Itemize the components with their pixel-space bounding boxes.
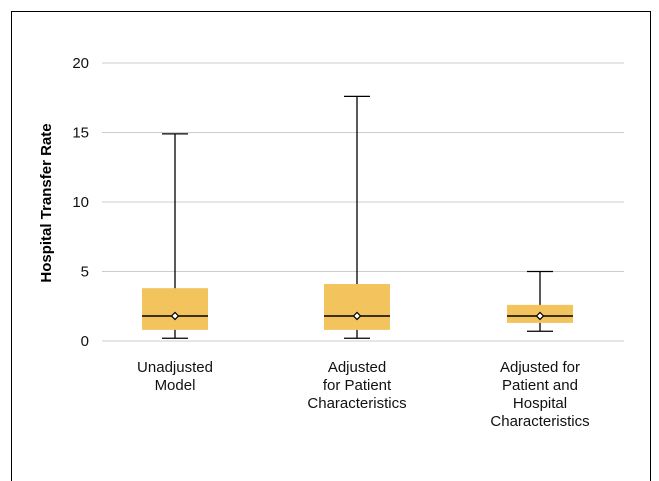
y-tick-label: 5 <box>81 264 89 281</box>
y-axis-label: Hospital Transfer Rate <box>38 123 55 282</box>
box-1 <box>142 133 208 339</box>
x-category-labels: Unadjusted Model Adjusted for Patient Charac… <box>137 359 590 430</box>
box-series <box>142 95 573 339</box>
y-tick-labels: 0 5 10 15 20 <box>72 55 89 350</box>
chart-frame <box>11 11 651 481</box>
x-category-label: Adjusted for Patient and Hospital Character… <box>490 359 589 430</box>
x-category-label: Adjusted for Patient Characteristics <box>307 359 406 412</box>
mean-marker <box>170 311 180 321</box>
box-iqr <box>324 284 390 330</box>
x-category-label: Unadjusted Model <box>137 359 213 394</box>
box-iqr <box>142 288 208 330</box>
box-2 <box>324 95 390 339</box>
y-tick-label: 15 <box>72 125 89 142</box>
box-3 <box>507 270 573 332</box>
mean-marker <box>352 311 362 321</box>
mean-marker <box>535 311 545 321</box>
y-tick-label: 0 <box>81 333 89 350</box>
y-tick-label: 10 <box>72 194 89 211</box>
y-tick-label: 20 <box>72 55 89 72</box>
gridlines <box>102 62 624 342</box>
